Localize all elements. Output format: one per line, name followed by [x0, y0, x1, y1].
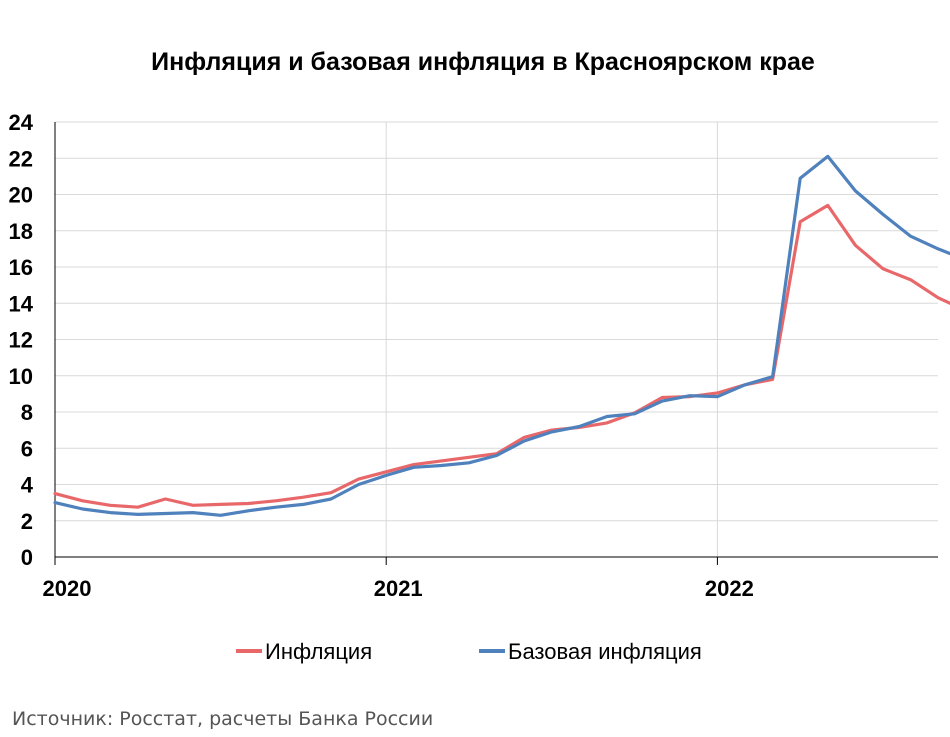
y-tick-label: 12: [9, 328, 33, 353]
x-tick-label: 2022: [705, 576, 754, 601]
legend: Инфляция Базовая инфляция: [236, 639, 702, 664]
y-tick-label: 2: [21, 509, 33, 534]
source-note: Источник: Росстат, расчеты Банка России: [12, 708, 434, 730]
series-line-core-inflation: [53, 154, 950, 517]
y-tick-label: 18: [9, 219, 33, 244]
y-tick-label: 4: [21, 473, 34, 498]
y-tick-label: 16: [9, 255, 33, 280]
x-tick-label: 2021: [374, 576, 423, 601]
y-tick-label: 14: [9, 291, 34, 316]
grid: [55, 121, 938, 557]
x-axis-ticks: 2020202120222023: [43, 576, 754, 601]
series-line-inflation: [53, 203, 950, 509]
y-tick-label: 24: [9, 110, 34, 135]
series-lines: [53, 154, 950, 517]
x-tick-label: 2020: [43, 576, 92, 601]
chart-title: Инфляция и базовая инфляция в Красноярск…: [151, 48, 815, 76]
y-tick-label: 8: [21, 400, 33, 425]
legend-label-core-inflation: Базовая инфляция: [508, 639, 702, 664]
y-tick-label: 0: [21, 545, 33, 570]
axes: [54, 122, 938, 565]
legend-label-inflation: Инфляция: [265, 639, 372, 664]
y-tick-label: 10: [9, 364, 33, 389]
y-tick-label: 20: [9, 183, 33, 208]
y-tick-label: 6: [21, 436, 33, 461]
y-tick-label: 22: [9, 146, 33, 171]
